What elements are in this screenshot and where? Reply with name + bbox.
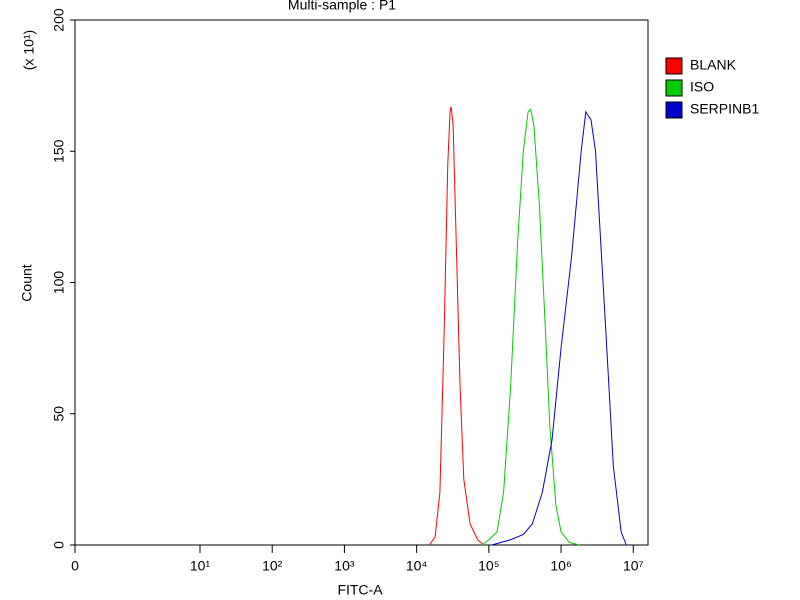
x-tick-label: 10² xyxy=(262,558,283,574)
histogram-line xyxy=(428,106,485,546)
x-axis-label: FITC-A xyxy=(337,582,383,598)
legend-swatch xyxy=(665,79,683,97)
legend-label: ISO xyxy=(690,79,714,95)
y-tick-label: 50 xyxy=(51,406,67,422)
y-tick-label: 100 xyxy=(51,271,67,295)
legend-swatch xyxy=(665,101,683,119)
x-tick-label: 0 xyxy=(71,558,79,574)
y-tick-label: 0 xyxy=(51,541,67,549)
histogram-line xyxy=(481,108,580,546)
x-tick-label: 10⁶ xyxy=(550,558,571,574)
legend-label: BLANK xyxy=(690,57,737,73)
legend-swatch xyxy=(665,57,683,75)
x-tick-label: 10⁴ xyxy=(406,558,428,574)
y-tick-label: 150 xyxy=(51,139,67,163)
x-tick-label: 10⁷ xyxy=(623,558,644,574)
x-tick-label: 10⁵ xyxy=(478,558,499,574)
plot-frame xyxy=(74,19,649,546)
x-tick-label: 10³ xyxy=(334,558,355,574)
chart-title: Multi-sample : P1 xyxy=(288,0,396,13)
histogram-line xyxy=(491,110,627,546)
legend-label: SERPINB1 xyxy=(690,101,759,117)
y-axis-label: Count xyxy=(19,264,35,301)
x-tick-label: 10¹ xyxy=(190,558,211,574)
y-multiplier: (x 10¹) xyxy=(21,30,37,70)
y-tick-label: 200 xyxy=(51,8,67,32)
